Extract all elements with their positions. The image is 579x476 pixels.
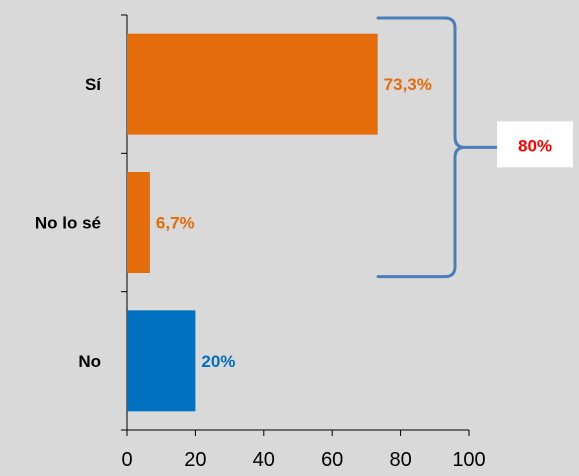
bar [127, 310, 196, 412]
annotation-box [497, 121, 573, 168]
category-label: Sí [85, 75, 102, 94]
category-label: No [78, 352, 101, 371]
grouping-brace [376, 16, 499, 279]
x-tick-label: 80 [389, 449, 411, 471]
data-label: 6,7% [156, 214, 195, 233]
x-tick-label: 40 [253, 449, 275, 471]
x-tick-label: 60 [321, 449, 343, 471]
annotation-label: 80% [518, 136, 552, 155]
x-tick-label: 100 [452, 449, 485, 471]
bar [127, 172, 150, 273]
x-tick-label: 20 [184, 449, 206, 471]
bar [127, 33, 378, 135]
data-label: 73,3% [384, 75, 432, 94]
category-label: No lo sé [35, 214, 101, 233]
x-tick-label: 0 [121, 449, 132, 471]
data-label: 20% [201, 352, 235, 371]
